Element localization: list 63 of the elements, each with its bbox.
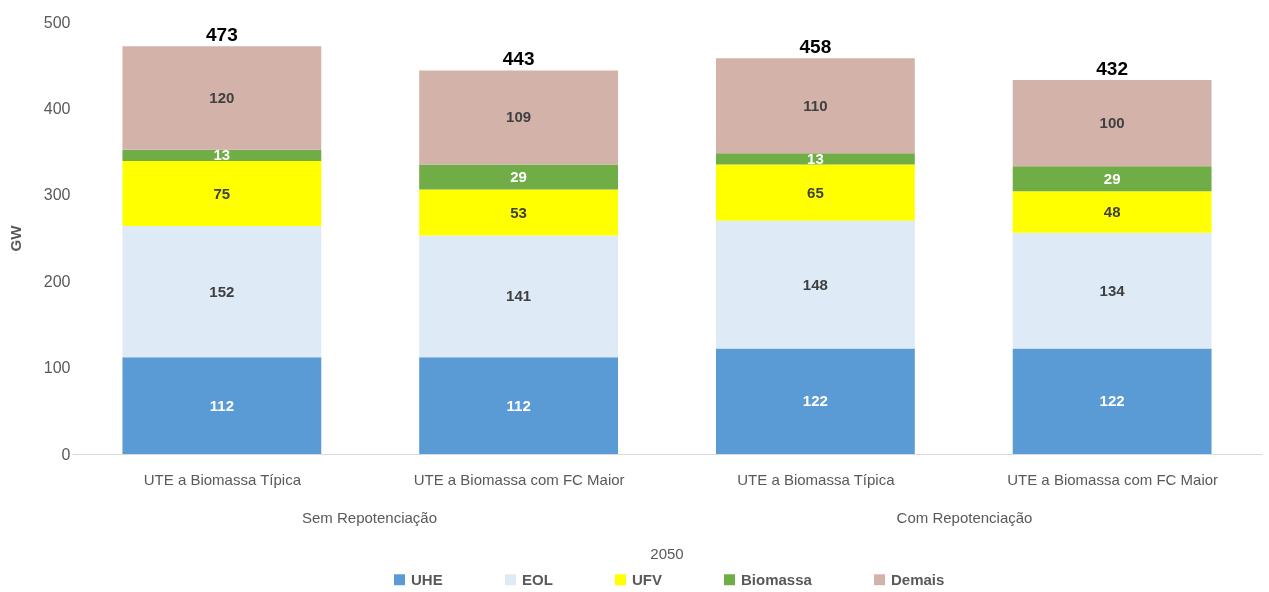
bar (419, 164, 619, 190)
y-tick-label: 200 (43, 272, 71, 290)
bar (419, 70, 619, 165)
data-label: 53 (510, 203, 527, 221)
y-tick-label: 300 (43, 186, 71, 204)
data-label: 152 (209, 282, 235, 300)
x-tick-label: UTE a Biomassa Típica (143, 470, 302, 488)
bar (1012, 166, 1212, 192)
bar (419, 189, 619, 236)
bar (122, 225, 322, 358)
data-label: 13 (807, 149, 824, 167)
data-label: 29 (1103, 169, 1121, 187)
total-label: 473 (206, 24, 238, 46)
text: Com Repotenciação (896, 509, 1033, 526)
bar (122, 46, 322, 150)
y-tick-label: 500 (43, 13, 71, 31)
x-tick-label: UTE a Biomassa Típica (737, 470, 896, 488)
data-label: 100 (1099, 114, 1125, 132)
bar (419, 235, 619, 358)
x-tick-label: UTE a Biomassa com FC Maior (413, 470, 625, 488)
data-label: 48 (1103, 203, 1121, 221)
text: 2050 (650, 545, 684, 562)
bar (1012, 79, 1212, 167)
x-tick-label: UTE a Biomassa com FC Maior (1007, 470, 1219, 488)
bar (715, 348, 915, 454)
bar (1012, 348, 1212, 454)
data-label: 122 (1099, 392, 1125, 410)
data-label: 29 (510, 168, 527, 186)
total-label: 443 (502, 48, 535, 70)
data-label: 122 (802, 392, 828, 410)
data-label: 75 (213, 184, 231, 202)
total-label: 458 (799, 36, 832, 58)
bar (1012, 232, 1212, 349)
legend-label: EOL (522, 570, 553, 588)
bar (122, 149, 322, 162)
data-label: 13 (213, 146, 231, 164)
data-label: 141 (506, 287, 532, 305)
data-label: 112 (506, 396, 531, 414)
bar (715, 153, 915, 165)
bar (715, 220, 915, 349)
y-tick-label: 0 (61, 445, 71, 463)
legend-label: UHE (411, 570, 443, 588)
legend-label: Demais (891, 570, 945, 588)
bar (122, 161, 322, 226)
bar (1012, 191, 1212, 233)
bar (715, 164, 915, 221)
data-label: 110 (803, 96, 828, 114)
bar (419, 357, 619, 454)
data-label: 112 (209, 396, 234, 414)
bar (122, 357, 322, 454)
data-label: 109 (506, 108, 532, 126)
data-label: 134 (1099, 281, 1126, 299)
y-tick-label: 100 (43, 359, 71, 377)
y-tick-label: 400 (43, 99, 71, 117)
data-label: 120 (209, 89, 235, 107)
y-axis-title: GW (6, 224, 24, 252)
data-label: 65 (807, 183, 824, 201)
legend-label: UFV (632, 570, 662, 588)
total-label: 432 (1096, 57, 1128, 79)
bar (715, 58, 915, 154)
data-label: 148 (802, 275, 828, 293)
legend-label: Biomassa (741, 570, 813, 588)
text: Sem Repotenciação (301, 509, 438, 526)
